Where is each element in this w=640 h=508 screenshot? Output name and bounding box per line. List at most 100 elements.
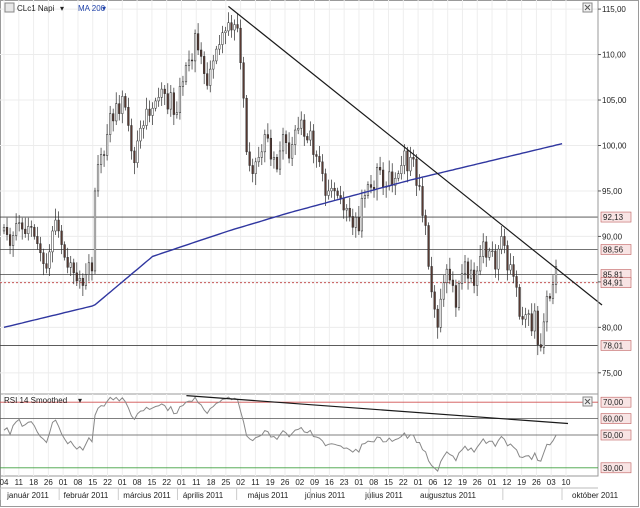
price-tick-label: 75,00: [602, 369, 623, 378]
candle: [527, 313, 530, 315]
symbol-chart-icon[interactable]: [4, 2, 15, 13]
price-tick-label: 105,00: [602, 96, 627, 105]
candle: [454, 285, 457, 308]
candle: [169, 92, 172, 110]
candle: [15, 223, 18, 236]
candle: [442, 282, 445, 300]
candle: [463, 261, 467, 274]
candle: [491, 250, 494, 253]
candle: [99, 154, 103, 165]
candle: [512, 264, 515, 277]
rsi-trendline[interactable]: [186, 395, 569, 425]
candle: [8, 234, 12, 246]
candle: [300, 119, 303, 129]
candle: [81, 277, 84, 286]
candle: [124, 96, 127, 108]
candle: [72, 262, 75, 274]
candle: [388, 171, 391, 187]
date-tick-label: 08: [369, 478, 378, 487]
candle: [75, 272, 78, 282]
rsi-tag: [600, 429, 632, 441]
rsi-tick-label: 30,00: [603, 464, 624, 473]
candle: [160, 88, 163, 98]
date-tick-label: 02: [295, 478, 304, 487]
candle: [473, 269, 476, 286]
candle: [148, 108, 151, 116]
candle: [324, 173, 327, 196]
candle: [306, 136, 309, 141]
candle: [206, 73, 209, 86]
chart-header: CLc1 Napi ▾ MA 200 ▾: [4, 2, 106, 13]
date-tick-label: 12: [443, 478, 452, 487]
candle: [294, 129, 297, 145]
candle: [54, 219, 57, 232]
candle: [197, 33, 200, 51]
symbol-label[interactable]: CLc1 Napi: [17, 4, 55, 13]
candle: [30, 226, 33, 228]
date-tick-label: 25: [221, 478, 230, 487]
candle: [303, 119, 306, 137]
candle: [345, 207, 348, 211]
month-label: július 2011: [364, 491, 403, 500]
candle: [181, 81, 185, 87]
candle: [39, 243, 42, 254]
candle: [163, 88, 166, 94]
ma-layer: [3, 143, 563, 328]
candle: [418, 185, 421, 187]
candle: [63, 244, 66, 258]
rsi-label[interactable]: RSI 14 Smoothed: [4, 396, 67, 405]
candle: [103, 154, 106, 156]
candle: [521, 316, 524, 320]
date-tick-label: 08: [133, 478, 142, 487]
candle: [530, 313, 533, 332]
candle: [394, 177, 397, 186]
price-trendline[interactable]: [228, 5, 603, 306]
candle: [78, 277, 81, 282]
symbol-dropdown-icon[interactable]: ▾: [60, 4, 64, 13]
candle: [84, 274, 87, 286]
candle: [288, 142, 291, 159]
date-tick-label: 23: [340, 478, 349, 487]
date-tick-label: 18: [29, 478, 38, 487]
candle: [354, 217, 357, 228]
rsi-axis: 70,00 60,00 50,00 30,00: [600, 396, 632, 474]
candle: [424, 215, 427, 226]
price-tag: [600, 211, 632, 223]
indicator-dropdown-icon[interactable]: ▾: [102, 4, 106, 13]
candle: [118, 103, 121, 114]
candle: [366, 184, 370, 196]
month-label: október 2011: [572, 491, 619, 500]
month-label: május 2011: [248, 491, 289, 500]
date-tick-label: 26: [44, 478, 53, 487]
candle: [69, 262, 72, 268]
rsi-tag: [600, 462, 632, 474]
indicator-label[interactable]: MA 200: [78, 4, 106, 13]
candle: [254, 161, 257, 174]
rsi-dropdown-icon[interactable]: ▾: [78, 396, 82, 405]
candle: [130, 125, 133, 152]
date-tick-label: 01: [118, 478, 127, 487]
candle: [339, 195, 342, 199]
candle: [106, 134, 109, 156]
candle: [127, 107, 130, 126]
rsi-tag: [600, 413, 632, 424]
candle: [312, 130, 315, 155]
close-rsi-icon-stroke-b: [584, 398, 591, 405]
candle: [427, 225, 430, 267]
rsi-layer: [3, 395, 569, 473]
date-tick-label: 01: [354, 478, 363, 487]
candle: [536, 310, 539, 345]
candle: [506, 245, 509, 271]
date-tick-label: 06: [428, 478, 437, 487]
candle: [90, 262, 94, 272]
candle: [476, 270, 479, 286]
month-label: január 2011: [6, 491, 49, 500]
candle: [297, 127, 300, 131]
candle: [51, 230, 54, 253]
price-tag-label: 85,81: [603, 271, 624, 280]
price-tick-label: 100,00: [602, 141, 627, 150]
month-label: április 2011: [183, 491, 224, 500]
candle: [115, 103, 118, 122]
candle: [397, 173, 400, 179]
candle: [391, 171, 394, 186]
